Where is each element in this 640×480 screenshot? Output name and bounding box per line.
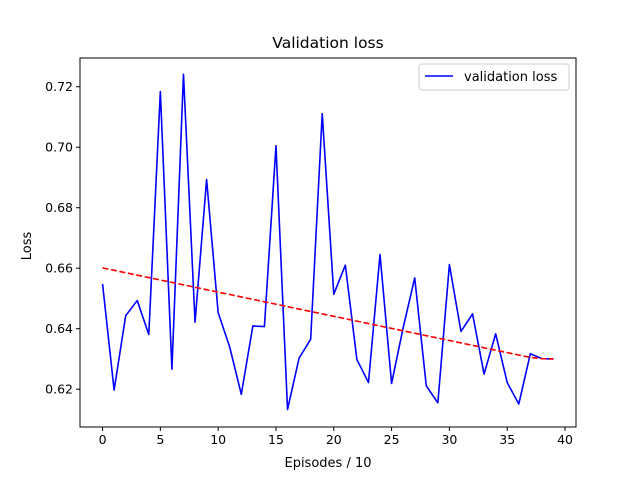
legend-box	[418, 63, 570, 91]
legend-label-validation-loss: validation loss	[464, 70, 557, 85]
y-axis-label: Loss	[20, 232, 35, 261]
x-tick-label: 10	[210, 432, 226, 447]
trend-line	[102, 267, 554, 360]
x-axis-label: Episodes / 10	[284, 456, 371, 471]
series-line-validation-loss	[101, 73, 554, 411]
legend: validation loss	[418, 63, 570, 91]
y-tick-label: 0.70	[45, 140, 73, 155]
y-tick-label: 0.68	[45, 200, 73, 215]
x-tick-label: 35	[499, 432, 515, 447]
y-tick-label: 0.66	[45, 261, 73, 276]
x-tick-label: 25	[384, 432, 400, 447]
plot-frame	[79, 57, 577, 428]
y-tick-label: 0.64	[45, 321, 73, 336]
x-tick-label: 5	[156, 432, 164, 447]
y-tick-label: 0.72	[45, 79, 73, 94]
chart-title: Validation loss	[272, 34, 383, 52]
y-tick-label: 0.62	[45, 382, 73, 397]
x-tick-label: 15	[268, 432, 284, 447]
x-tick-label: 20	[326, 432, 342, 447]
x-tick-label: 0	[99, 432, 107, 447]
x-tick-label: 30	[441, 432, 457, 447]
ticks: 0 5 10 15 20 25 30 35 40 0.62 0.64 0.66 0.68 0.70 0.72	[45, 79, 573, 447]
series-layer	[101, 73, 554, 411]
x-tick-label: 40	[557, 432, 573, 447]
